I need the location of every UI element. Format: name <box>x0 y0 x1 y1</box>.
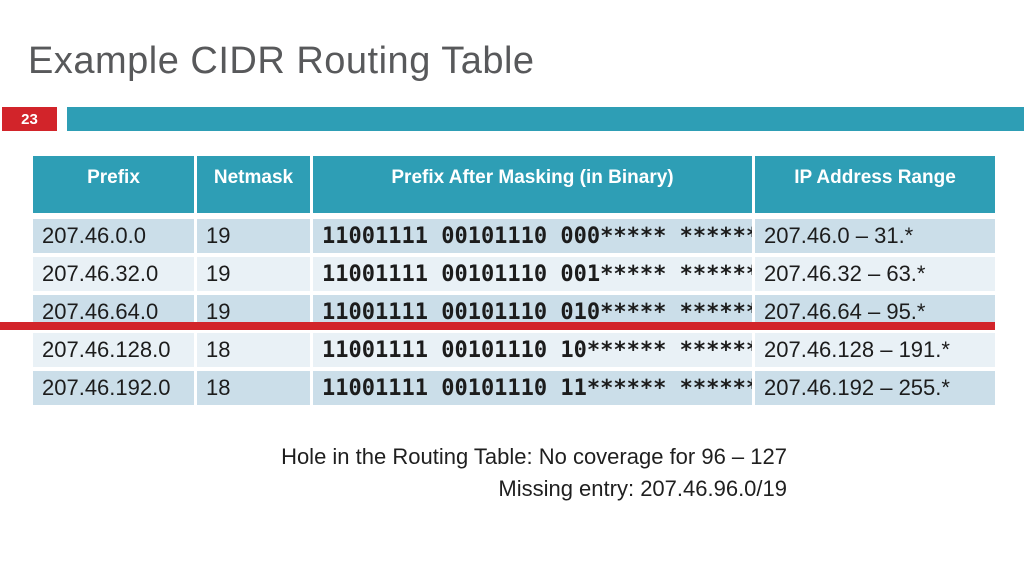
binary-cell: 11001111 00101110 001***** ******** <box>313 257 755 295</box>
table-row: 207.46.0.0 19 11001111 00101110 000*****… <box>33 219 995 257</box>
column-header-prefix: Prefix <box>33 156 197 219</box>
table-row: 207.46.192.0 18 11001111 00101110 11****… <box>33 371 995 409</box>
page-title: Example CIDR Routing Table <box>28 40 535 82</box>
table-header-row: Prefix Netmask Prefix After Masking (in … <box>33 156 995 219</box>
prefix-cell: 207.46.32.0 <box>33 257 197 295</box>
footnote: Hole in the Routing Table: No coverage f… <box>225 441 787 505</box>
routing-table: Prefix Netmask Prefix After Masking (in … <box>33 156 995 409</box>
binary-cell: 11001111 00101110 10****** ******** <box>313 333 755 371</box>
routing-hole-highlight-line <box>0 322 995 330</box>
netmask-cell: 19 <box>197 257 313 295</box>
prefix-cell: 207.46.192.0 <box>33 371 197 409</box>
footnote-line1: Hole in the Routing Table: No coverage f… <box>281 444 787 469</box>
column-header-range: IP Address Range <box>755 156 995 219</box>
footnote-line2: Missing entry: 207.46.96.0/19 <box>498 476 787 501</box>
table-row: 207.46.32.0 19 11001111 00101110 001****… <box>33 257 995 295</box>
prefix-cell: 207.46.128.0 <box>33 333 197 371</box>
column-header-netmask: Netmask <box>197 156 313 219</box>
netmask-cell: 18 <box>197 371 313 409</box>
column-header-binary: Prefix After Masking (in Binary) <box>313 156 755 219</box>
page-number: 23 <box>21 110 38 128</box>
netmask-cell: 18 <box>197 333 313 371</box>
range-cell: 207.46.192 – 255.* <box>755 371 995 409</box>
title-underline-bar <box>67 107 1024 131</box>
range-cell: 207.46.128 – 191.* <box>755 333 995 371</box>
binary-cell: 11001111 00101110 11****** ******** <box>313 371 755 409</box>
range-cell: 207.46.0 – 31.* <box>755 219 995 257</box>
binary-cell: 11001111 00101110 000***** ******** <box>313 219 755 257</box>
prefix-cell: 207.46.0.0 <box>33 219 197 257</box>
page-number-badge: 23 <box>2 107 57 131</box>
range-cell: 207.46.32 – 63.* <box>755 257 995 295</box>
table-row: 207.46.128.0 18 11001111 00101110 10****… <box>33 333 995 371</box>
netmask-cell: 19 <box>197 219 313 257</box>
